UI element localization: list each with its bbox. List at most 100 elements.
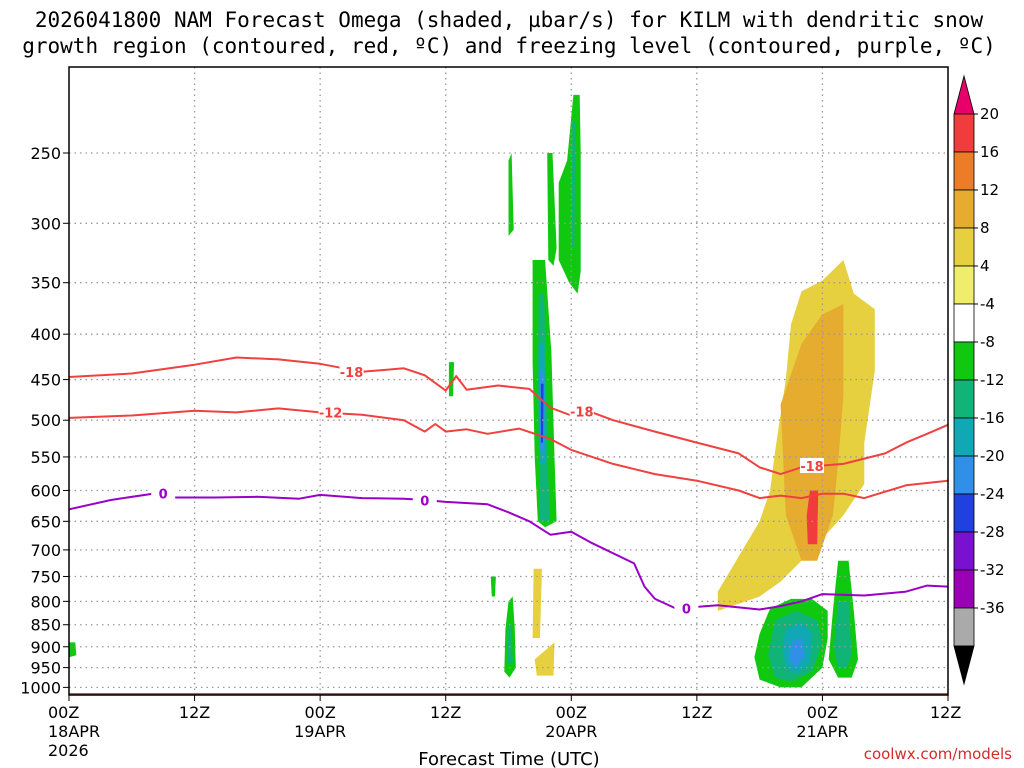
y-tick-label-400: 400 bbox=[30, 325, 61, 344]
plot-area: -18 -18 -18 -12 0 0 0 bbox=[68, 66, 949, 696]
colorbar-swatch-13 bbox=[953, 569, 975, 609]
x-tick-label-0: 00Z bbox=[48, 703, 79, 722]
contour-label-2-2: 0 bbox=[682, 603, 691, 618]
colorbar-label-4: 4 bbox=[980, 257, 990, 275]
colorbar-label-5: -4 bbox=[980, 295, 995, 313]
colorbar-swatch-3 bbox=[953, 189, 975, 229]
colorbar-swatch-6 bbox=[953, 303, 975, 343]
omega-shading bbox=[69, 94, 875, 688]
colorbar-label-2: 12 bbox=[980, 181, 999, 199]
colorbar: 20 16 12 8 4 -4 -8 -12 -16 -20 -24 -28 -32 -36 bbox=[953, 74, 1005, 686]
contour-line-1 bbox=[68, 407, 949, 500]
y-tick-label-750: 750 bbox=[30, 567, 61, 586]
y-tick-label-700: 700 bbox=[30, 541, 61, 560]
x-date-label-6: 21APR bbox=[796, 722, 848, 741]
contour-label-0-0: -18 bbox=[340, 366, 364, 381]
y-axis-pressure: 250 300 350 400 450 500 550 600 650 700 750 800 850 9… bbox=[20, 144, 69, 697]
colorbar-swatch-10 bbox=[953, 455, 975, 495]
omega-region-12 bbox=[490, 576, 496, 597]
contours: -18 -18 -18 -12 0 0 0 bbox=[68, 356, 949, 618]
colorbar-label-3: 8 bbox=[980, 219, 990, 237]
colorbar-label-10: -24 bbox=[980, 485, 1005, 503]
contour-label-bg-2-2 bbox=[674, 600, 699, 616]
x-tick-label-1: 12Z bbox=[179, 703, 210, 722]
colorbar-swatch-9 bbox=[953, 417, 975, 457]
colorbar-swatch-0 bbox=[953, 74, 975, 115]
chart-title-line1: 2026041800 NAM Forecast Omega (shaded, µ… bbox=[35, 8, 984, 32]
y-tick-label-350: 350 bbox=[30, 274, 61, 293]
omega-region-0 bbox=[508, 153, 514, 236]
y-tick-label-550: 550 bbox=[30, 448, 61, 467]
x-date-label-0: 18APR bbox=[48, 722, 100, 741]
x-date-label-2: 19APR bbox=[294, 722, 346, 741]
contour-label-bg-0-1 bbox=[569, 403, 594, 419]
colorbar-swatch-14 bbox=[953, 607, 975, 647]
contour-label-1-0: -12 bbox=[319, 406, 343, 421]
omega-region-9 bbox=[448, 362, 455, 397]
contour-label-2-0: 0 bbox=[159, 488, 168, 503]
colorbar-swatch-11 bbox=[953, 493, 975, 533]
y-tick-label-250: 250 bbox=[30, 144, 61, 163]
credit-link[interactable]: coolwx.com/models bbox=[864, 745, 1012, 763]
omega-region-23 bbox=[788, 638, 805, 668]
omega-region-15 bbox=[534, 642, 555, 676]
colorbar-swatch-1 bbox=[953, 113, 975, 153]
contour-label-2-1: 0 bbox=[420, 495, 429, 510]
x-tick-label-7: 12Z bbox=[930, 703, 961, 722]
omega-region-19 bbox=[806, 490, 819, 545]
colorbar-label-6: -8 bbox=[980, 333, 995, 351]
colorbar-swatch-2 bbox=[953, 151, 975, 191]
colorbar-label-1: 16 bbox=[980, 143, 999, 161]
y-tick-label-950: 950 bbox=[30, 659, 61, 678]
y-tick-label-800: 800 bbox=[30, 592, 61, 611]
colorbar-swatch-4 bbox=[953, 227, 975, 267]
x-date-label-4: 20APR bbox=[545, 722, 597, 741]
y-tick-label-650: 650 bbox=[30, 512, 61, 531]
omega-region-13 bbox=[69, 642, 77, 658]
contour-label-bg-2-1 bbox=[412, 492, 437, 508]
x-tick-label-2: 00Z bbox=[304, 703, 335, 722]
colorbar-label-7: -12 bbox=[980, 371, 1005, 389]
contour-line-2 bbox=[68, 492, 949, 611]
ground-terrain bbox=[69, 693, 948, 695]
omega-region-8 bbox=[571, 120, 576, 249]
contour-label-bg-1-0 bbox=[318, 404, 343, 420]
colorbar-label-9: -20 bbox=[980, 447, 1005, 465]
colorbar-swatch-5 bbox=[953, 265, 975, 305]
contour-label-bg-0-2 bbox=[799, 457, 824, 473]
y-tick-label-600: 600 bbox=[30, 481, 61, 500]
contour-label-0-2: -18 bbox=[800, 460, 824, 475]
colorbar-label-0: 20 bbox=[980, 105, 999, 123]
contour-label-bg-2-0 bbox=[151, 485, 176, 501]
chart-title-line2: growth region (contoured, red, ºC) and f… bbox=[22, 34, 996, 58]
colorbar-label-8: -16 bbox=[980, 409, 1005, 427]
y-tick-label-900: 900 bbox=[30, 638, 61, 657]
x-year-label-0: 2026 bbox=[48, 741, 89, 760]
y-tick-label-850: 850 bbox=[30, 616, 61, 635]
colorbar-label-12: -32 bbox=[980, 561, 1005, 579]
y-tick-label-300: 300 bbox=[30, 214, 61, 233]
x-axis-label: Forecast Time (UTC) bbox=[418, 749, 599, 768]
colorbar-swatch-8 bbox=[953, 379, 975, 419]
colorbar-label-11: -28 bbox=[980, 523, 1005, 541]
colorbar-label-13: -36 bbox=[980, 599, 1005, 617]
omega-region-11 bbox=[507, 624, 513, 664]
contour-label-bg-0-0 bbox=[339, 363, 364, 379]
omega-region-25 bbox=[833, 601, 852, 668]
plot-frame bbox=[68, 66, 949, 696]
y-tick-label-1000: 1000 bbox=[20, 678, 61, 697]
contour-label-0-1: -18 bbox=[570, 406, 594, 421]
colorbar-swatch-12 bbox=[953, 531, 975, 571]
y-tick-label-500: 500 bbox=[30, 411, 61, 430]
x-tick-label-3: 12Z bbox=[430, 703, 461, 722]
x-tick-label-4: 00Z bbox=[556, 703, 587, 722]
x-tick-label-6: 00Z bbox=[807, 703, 838, 722]
omega-region-14 bbox=[532, 568, 542, 639]
colorbar-swatch-15 bbox=[953, 645, 975, 686]
x-tick-label-5: 12Z bbox=[681, 703, 712, 722]
colorbar-swatch-7 bbox=[953, 341, 975, 381]
y-tick-label-450: 450 bbox=[30, 371, 61, 390]
omega-region-6 bbox=[547, 153, 557, 266]
